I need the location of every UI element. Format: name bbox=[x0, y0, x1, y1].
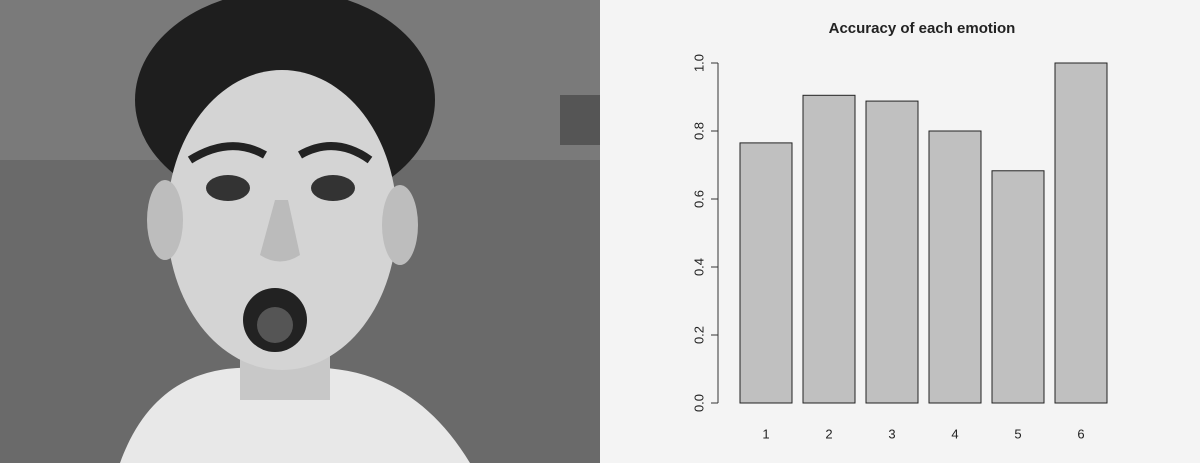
y-tick-label: 0.0 bbox=[691, 394, 706, 412]
bar bbox=[802, 94, 856, 404]
x-tick-label: 4 bbox=[951, 426, 958, 441]
chart-title: Accuracy of each emotion bbox=[829, 20, 1016, 37]
y-tick-label: 0.8 bbox=[691, 122, 706, 140]
x-tick-label: 3 bbox=[888, 426, 895, 441]
y-tick-label: 1.0 bbox=[691, 54, 706, 72]
x-tick-label: 5 bbox=[1014, 426, 1021, 441]
x-tick-label: 1 bbox=[762, 426, 769, 441]
bar bbox=[865, 100, 919, 404]
y-tick-label: 0.6 bbox=[691, 190, 706, 208]
x-tick-label: 2 bbox=[825, 426, 832, 441]
bar bbox=[928, 130, 982, 404]
bar bbox=[1054, 62, 1108, 404]
y-tick-label: 0.2 bbox=[691, 326, 706, 344]
bar bbox=[739, 142, 793, 404]
bar bbox=[991, 170, 1045, 404]
x-tick-label: 6 bbox=[1077, 426, 1084, 441]
y-tick-label: 0.4 bbox=[691, 258, 706, 276]
face-photo bbox=[0, 0, 600, 463]
